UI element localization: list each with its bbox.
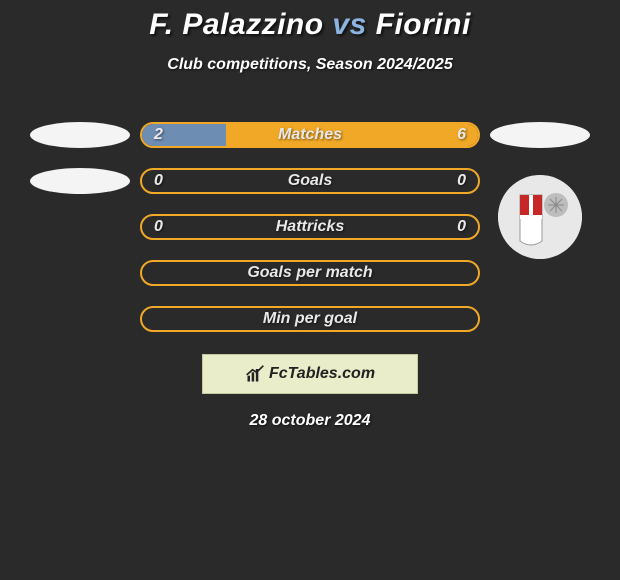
stat-label: Hattricks	[142, 216, 478, 238]
chart-icon	[245, 364, 265, 384]
stat-row: Min per goal	[0, 296, 620, 342]
subtitle: Club competitions, Season 2024/2025	[0, 56, 620, 74]
right-side	[480, 122, 600, 148]
player1-name: F. Palazzino	[149, 8, 323, 41]
stat-rows: 26Matches 00Goals 00Hattricks Goals per mat…	[0, 112, 620, 342]
stat-bar: 26Matches	[140, 122, 480, 148]
watermark-text: FcTables.com	[269, 365, 375, 383]
left-side	[20, 122, 140, 148]
stat-bar: Min per goal	[140, 306, 480, 332]
title-vs: vs	[332, 8, 366, 41]
team-placeholder-icon	[30, 168, 130, 194]
stat-bar: 00Goals	[140, 168, 480, 194]
stat-bar: 00Hattricks	[140, 214, 480, 240]
left-side	[20, 168, 140, 194]
title: F. Palazzino vs Fiorini	[0, 8, 620, 42]
team-placeholder-icon	[490, 122, 590, 148]
stat-label: Min per goal	[142, 308, 478, 330]
stat-label: Goals per match	[142, 262, 478, 284]
watermark: FcTables.com	[202, 354, 418, 394]
comparison-card: F. Palazzino vs Fiorini Club competition…	[0, 0, 620, 430]
player2-name: Fiorini	[376, 8, 471, 41]
stat-bar: Goals per match	[140, 260, 480, 286]
team-placeholder-icon	[30, 122, 130, 148]
stat-row: 00Goals	[0, 158, 620, 204]
club-badge-icon	[498, 175, 582, 259]
stat-row: 26Matches	[0, 112, 620, 158]
date: 28 october 2024	[0, 412, 620, 430]
stat-label: Goals	[142, 170, 478, 192]
stat-label: Matches	[142, 124, 478, 146]
